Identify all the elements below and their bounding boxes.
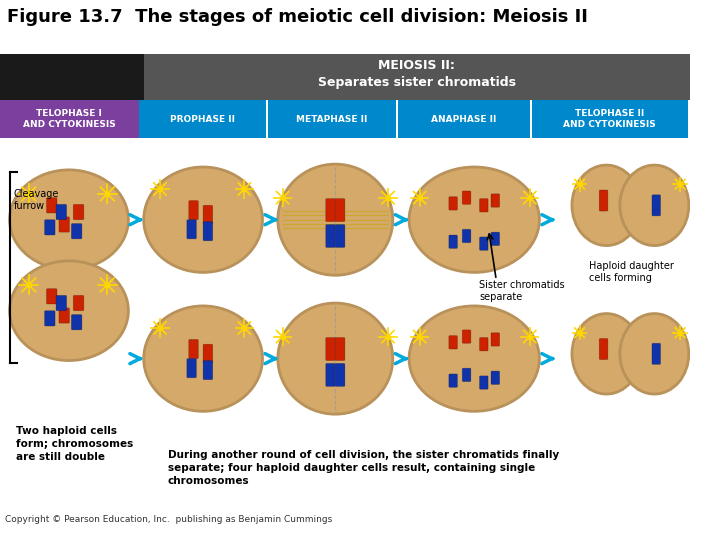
FancyBboxPatch shape [71,224,82,239]
FancyBboxPatch shape [449,197,457,210]
FancyBboxPatch shape [0,100,139,138]
FancyBboxPatch shape [203,221,212,241]
Text: PROPHASE II: PROPHASE II [170,114,235,124]
Ellipse shape [409,306,539,411]
FancyBboxPatch shape [325,199,336,221]
FancyBboxPatch shape [491,232,500,246]
FancyBboxPatch shape [491,194,500,207]
FancyBboxPatch shape [599,339,608,360]
FancyBboxPatch shape [144,54,690,100]
FancyBboxPatch shape [73,295,84,310]
FancyBboxPatch shape [139,100,266,138]
FancyBboxPatch shape [0,54,144,100]
FancyBboxPatch shape [186,220,197,239]
FancyBboxPatch shape [449,235,457,248]
Ellipse shape [620,314,689,394]
Text: TELOPHASE II
AND CYTOKINESIS: TELOPHASE II AND CYTOKINESIS [564,109,656,129]
FancyBboxPatch shape [325,363,336,387]
FancyBboxPatch shape [269,100,396,138]
FancyBboxPatch shape [59,308,69,323]
FancyBboxPatch shape [531,100,688,138]
FancyBboxPatch shape [189,340,198,359]
Text: ANAPHASE II: ANAPHASE II [431,114,496,124]
Ellipse shape [572,314,641,394]
FancyBboxPatch shape [56,204,66,220]
FancyBboxPatch shape [203,344,212,363]
FancyBboxPatch shape [462,230,471,242]
FancyBboxPatch shape [480,338,488,351]
FancyBboxPatch shape [462,191,471,204]
FancyBboxPatch shape [480,237,488,251]
FancyBboxPatch shape [45,310,55,326]
FancyBboxPatch shape [203,205,212,225]
FancyBboxPatch shape [491,371,500,384]
FancyBboxPatch shape [449,336,457,349]
Text: Haploid daughter
cells forming: Haploid daughter cells forming [589,261,674,284]
FancyBboxPatch shape [186,359,197,378]
Text: Two haploid cells
form; chromosomes
are still double: Two haploid cells form; chromosomes are … [17,426,133,462]
FancyBboxPatch shape [491,333,500,346]
Text: METAPHASE II: METAPHASE II [296,114,368,124]
FancyBboxPatch shape [71,314,82,330]
Text: Copyright © Pearson Education, Inc.  publishing as Benjamin Cummings: Copyright © Pearson Education, Inc. publ… [5,515,332,524]
FancyBboxPatch shape [203,361,212,380]
FancyBboxPatch shape [336,225,345,247]
FancyBboxPatch shape [336,363,345,387]
FancyBboxPatch shape [56,295,66,310]
FancyBboxPatch shape [652,343,660,364]
FancyBboxPatch shape [59,217,69,232]
Text: Sister chromatids
separate: Sister chromatids separate [479,280,564,302]
FancyBboxPatch shape [325,338,336,361]
FancyBboxPatch shape [449,374,457,387]
Ellipse shape [9,170,128,269]
Ellipse shape [278,164,393,275]
FancyBboxPatch shape [336,199,345,221]
Text: MEIOSIS II:
Separates sister chromatids: MEIOSIS II: Separates sister chromatids [318,59,516,89]
FancyBboxPatch shape [189,200,198,220]
Ellipse shape [278,303,393,414]
Text: Cleavage
furrow: Cleavage furrow [14,189,59,211]
FancyBboxPatch shape [480,376,488,389]
Ellipse shape [409,167,539,272]
FancyBboxPatch shape [73,204,84,220]
FancyBboxPatch shape [325,225,336,247]
Text: TELOPHASE I
AND CYTOKINESIS: TELOPHASE I AND CYTOKINESIS [22,109,115,129]
FancyBboxPatch shape [45,220,55,235]
Text: Figure 13.7  The stages of meiotic cell division: Meiosis II: Figure 13.7 The stages of meiotic cell d… [7,8,588,26]
FancyBboxPatch shape [462,330,471,343]
Ellipse shape [144,306,263,411]
FancyBboxPatch shape [47,198,57,213]
Ellipse shape [620,165,689,246]
FancyBboxPatch shape [336,338,345,361]
Ellipse shape [572,165,641,246]
FancyBboxPatch shape [397,100,530,138]
Ellipse shape [144,167,263,272]
Text: During another round of cell division, the sister chromatids finally
separate; f: During another round of cell division, t… [168,450,559,486]
FancyBboxPatch shape [462,368,471,382]
Ellipse shape [9,261,128,361]
FancyBboxPatch shape [480,199,488,212]
FancyBboxPatch shape [47,289,57,304]
FancyBboxPatch shape [599,190,608,211]
FancyBboxPatch shape [652,195,660,216]
